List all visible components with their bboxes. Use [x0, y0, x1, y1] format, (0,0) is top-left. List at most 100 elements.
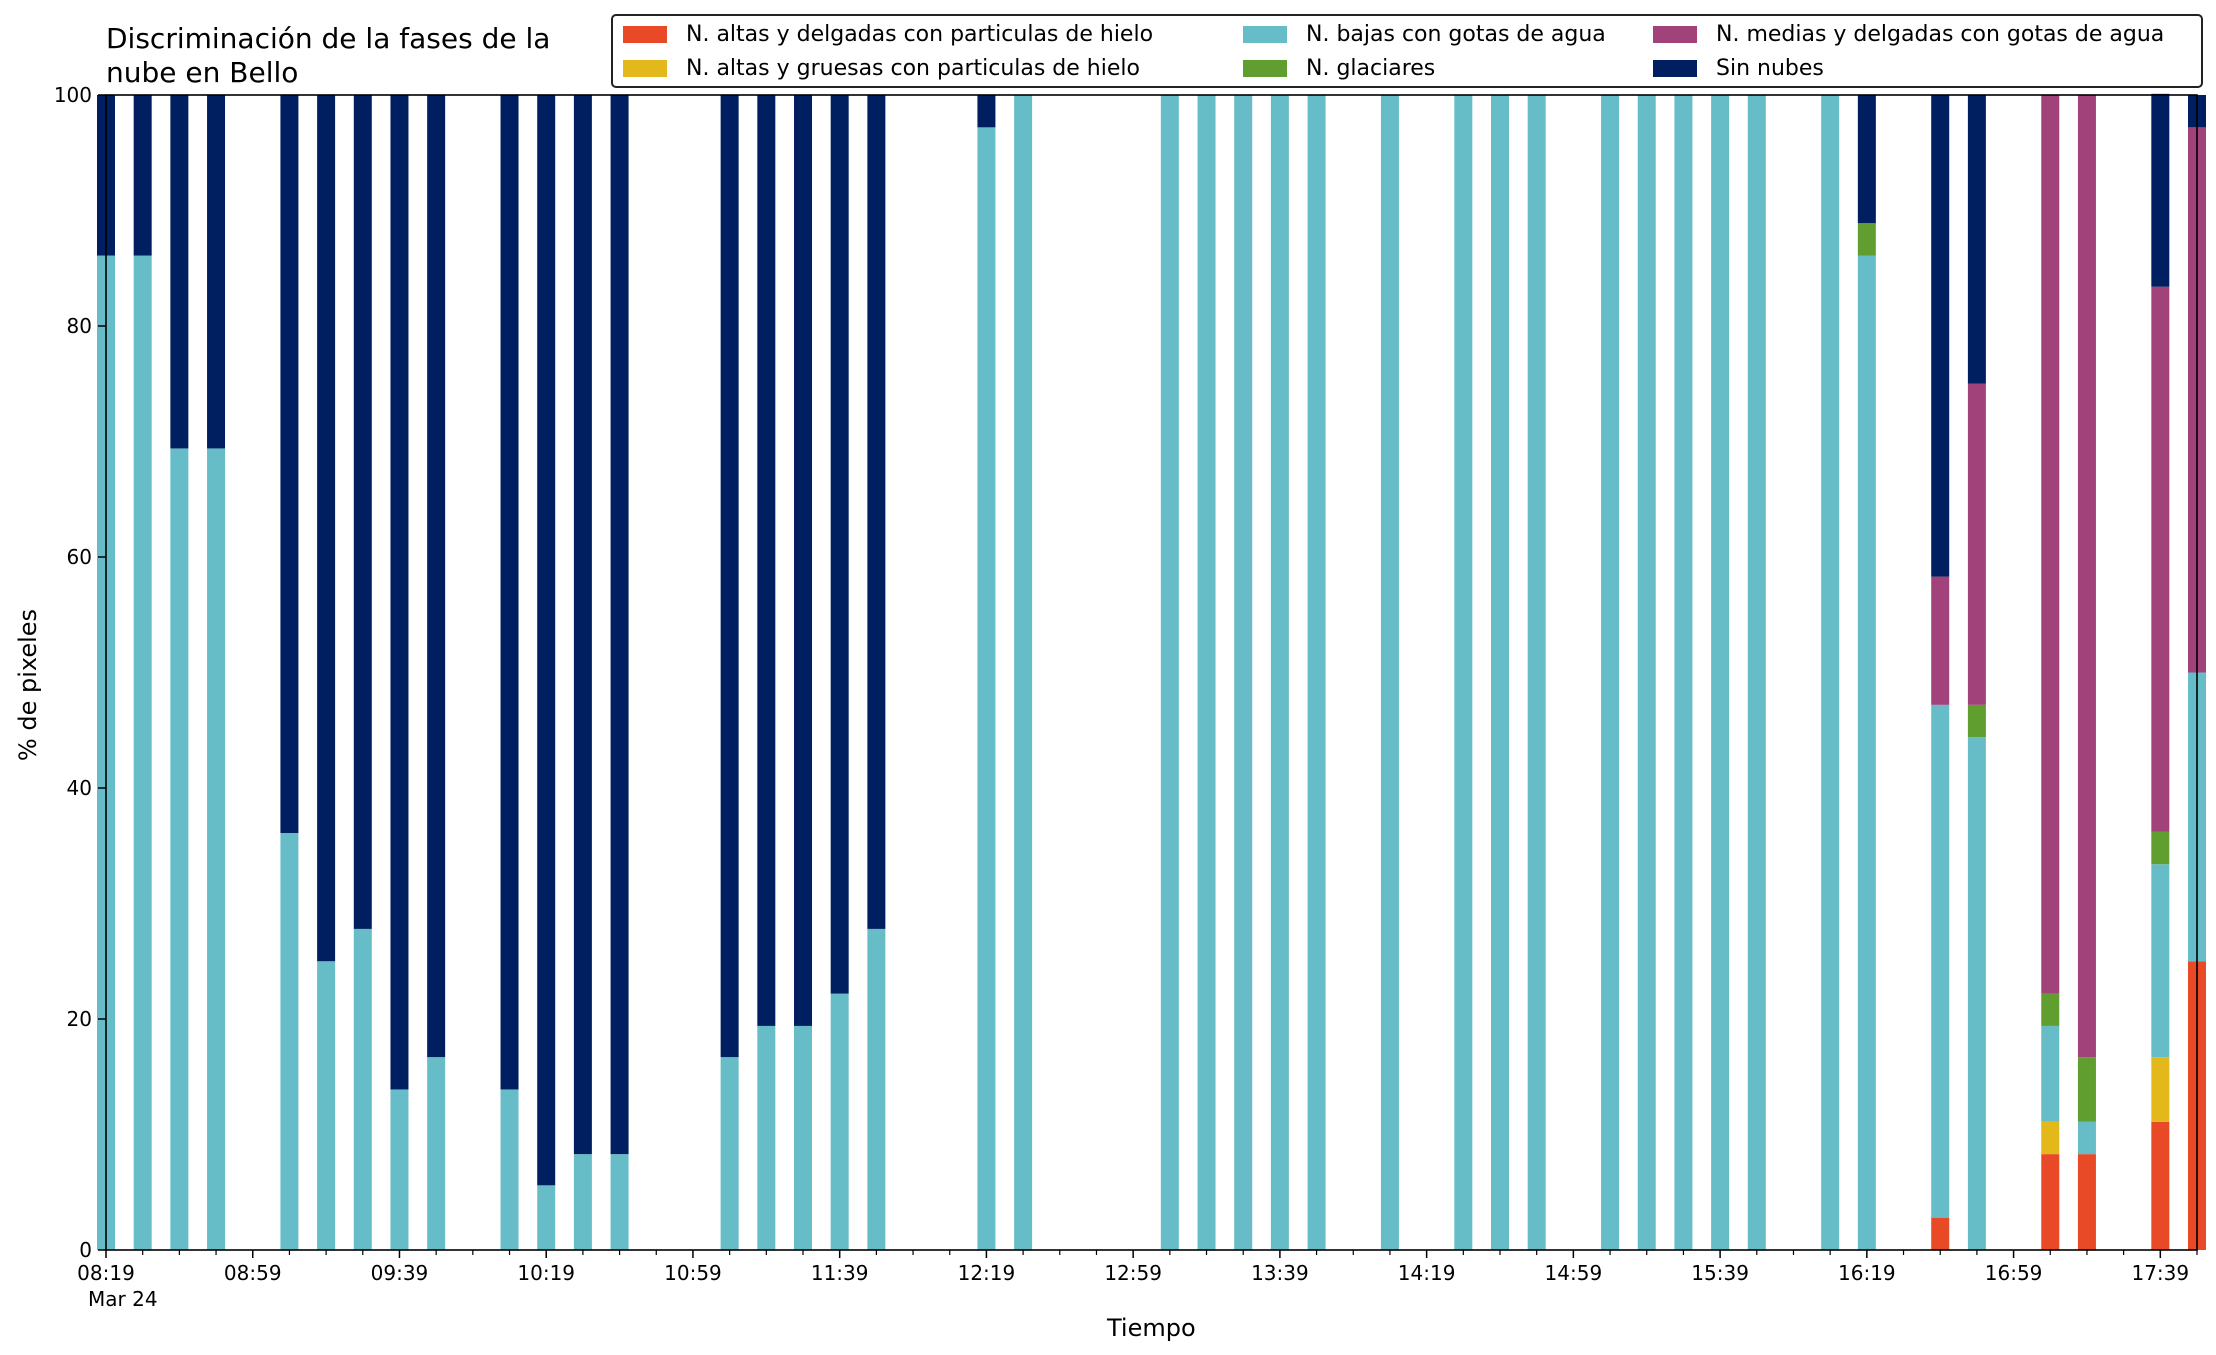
bar-segment-33-2: [1747, 95, 1766, 1250]
bar-segment-40-0: [2151, 1121, 2170, 1250]
bar-segment-22-2: [1234, 95, 1253, 1250]
bar-segment-25-2: [1380, 95, 1399, 1250]
bar-segment-2-5: [170, 95, 189, 449]
bars-group: [97, 93, 2206, 1251]
bar-segment-1-2: [133, 255, 152, 1251]
bar-segment-36-4: [1931, 576, 1950, 705]
bar-segment-40-2: [2151, 864, 2170, 1058]
bar-segment-39-4: [2077, 95, 2096, 1058]
bar-segment-39-3: [2077, 1057, 2096, 1122]
y-tick-label: 80: [67, 314, 92, 338]
bar-segment-35-2: [1857, 255, 1876, 1251]
y-tick-label: 60: [67, 545, 92, 569]
bar-segment-4-5: [280, 95, 299, 834]
legend-label: N. bajas con gotas de agua: [1306, 22, 1606, 47]
bar-segment-40-4: [2151, 286, 2170, 832]
bar-segment-38-3: [2041, 993, 2060, 1026]
legend-swatch: [623, 60, 667, 77]
bar-segment-9-2: [500, 1089, 519, 1250]
bar-segment-38-4: [2041, 95, 2060, 994]
bar-segment-13-2: [720, 1057, 739, 1250]
bar-segment-3-5: [207, 95, 226, 449]
bar-segment-2-2: [170, 448, 189, 1250]
bar-segment-14-5: [757, 95, 776, 1026]
y-tick-label: 40: [67, 776, 92, 800]
y-tick-label: 0: [79, 1238, 92, 1262]
bar-segment-18-5: [977, 95, 996, 128]
legend-item-altas-delgadas: N. altas y delgadas con particulas de hi…: [623, 22, 1153, 47]
x-tick-label: 09:39: [371, 1261, 429, 1285]
bar-segment-18-2: [977, 127, 996, 1251]
bar-segment-37-4: [1967, 383, 1986, 705]
bar-segment-15-5: [794, 95, 812, 1026]
bar-segment-37-3: [1967, 704, 1986, 738]
bar-segment-29-2: [1601, 95, 1620, 1250]
x-tick-label: 10:19: [517, 1261, 575, 1285]
x-tick-label: 16:19: [1838, 1261, 1896, 1285]
bar-segment-9-5: [500, 95, 519, 1090]
legend-item-altas-gruesas: N. altas y gruesas con particulas de hie…: [623, 56, 1140, 81]
legend-label: N. medias y delgadas con gotas de agua: [1716, 22, 2165, 47]
legend-swatch: [623, 26, 667, 43]
legend-item-glaciares: N. glaciares: [1243, 56, 1435, 81]
legend-swatch: [1653, 26, 1697, 43]
bar-segment-38-0: [2041, 1154, 2060, 1250]
legend-item-sin-nubes: Sin nubes: [1653, 56, 1824, 81]
bar-segment-38-1: [2041, 1121, 2060, 1155]
chart-title: Discriminación de la fases de la nube en…: [106, 22, 551, 89]
bar-segment-12-5: [610, 95, 629, 1155]
bar-segment-6-5: [353, 95, 372, 929]
y-axis-label: % de pixeles: [14, 608, 42, 762]
bar-segment-5-5: [317, 95, 336, 962]
bar-segment-34-2: [1821, 95, 1840, 1250]
bar-segment-1-5: [133, 95, 152, 256]
bar-segment-3-2: [207, 448, 226, 1250]
bar-segment-5-2: [317, 961, 336, 1250]
y-tick-label: 100: [54, 83, 92, 107]
x-axis-label: Tiempo: [1107, 1314, 1196, 1342]
legend-swatch: [1653, 60, 1697, 77]
legend: N. altas y delgadas con particulas de hi…: [611, 14, 2203, 88]
legend-label: N. glaciares: [1306, 56, 1436, 81]
legend-swatch: [1243, 26, 1287, 43]
bar-segment-40-5: [2151, 93, 2170, 287]
bar-segment-19-2: [1014, 95, 1033, 1250]
x-axis-date-label: Mar 24: [88, 1287, 158, 1311]
bar-segment-36-5: [1931, 95, 1950, 577]
bar-segment-6-2: [353, 928, 372, 1250]
legend-label: Sin nubes: [1716, 56, 1824, 81]
bar-segment-39-0: [2077, 1154, 2096, 1250]
bar-segment-30-2: [1637, 95, 1656, 1250]
legend-item-medias: N. medias y delgadas con gotas de agua: [1653, 22, 2164, 47]
bar-segment-14-2: [757, 1025, 776, 1250]
x-tick-label: 12:59: [1104, 1261, 1162, 1285]
bar-segment-7-2: [390, 1089, 409, 1250]
legend-item-bajas: N. bajas con gotas de agua: [1243, 22, 1606, 47]
x-tick-label: 12:19: [958, 1261, 1016, 1285]
bar-segment-12-2: [610, 1154, 629, 1250]
bar-segment-17-5: [867, 95, 886, 929]
bar-segment-36-2: [1931, 704, 1950, 1218]
bar-segment-40-1: [2151, 1057, 2170, 1122]
y-tick-label: 20: [67, 1007, 92, 1031]
bar-segment-8-5: [427, 95, 446, 1058]
x-tick-label: 14:59: [1545, 1261, 1603, 1285]
bar-segment-13-5: [720, 95, 739, 1058]
x-tick-label: 15:39: [1691, 1261, 1749, 1285]
legend-swatch: [1243, 60, 1287, 77]
bar-segment-31-2: [1674, 95, 1693, 1250]
bar-segment-40-3: [2151, 831, 2170, 865]
bar-segment-36-0: [1931, 1217, 1950, 1250]
x-tick-label: 11:39: [811, 1261, 869, 1285]
bar-segment-15-2: [794, 1025, 812, 1250]
bar-segment-24-2: [1307, 95, 1326, 1250]
bar-segment-37-2: [1967, 737, 1986, 1250]
bar-segment-27-2: [1491, 95, 1509, 1250]
x-axis: 08:19 08:59 09:39 10:19 10:59 11:39 12:19 12:59…: [77, 1250, 2198, 1285]
bar-segment-35-5: [1857, 95, 1876, 224]
bar-segment-8-2: [427, 1057, 446, 1250]
bar-segment-11-5: [573, 95, 592, 1155]
bar-segment-21-2: [1197, 95, 1216, 1250]
x-tick-label: 16:59: [1985, 1261, 2043, 1285]
